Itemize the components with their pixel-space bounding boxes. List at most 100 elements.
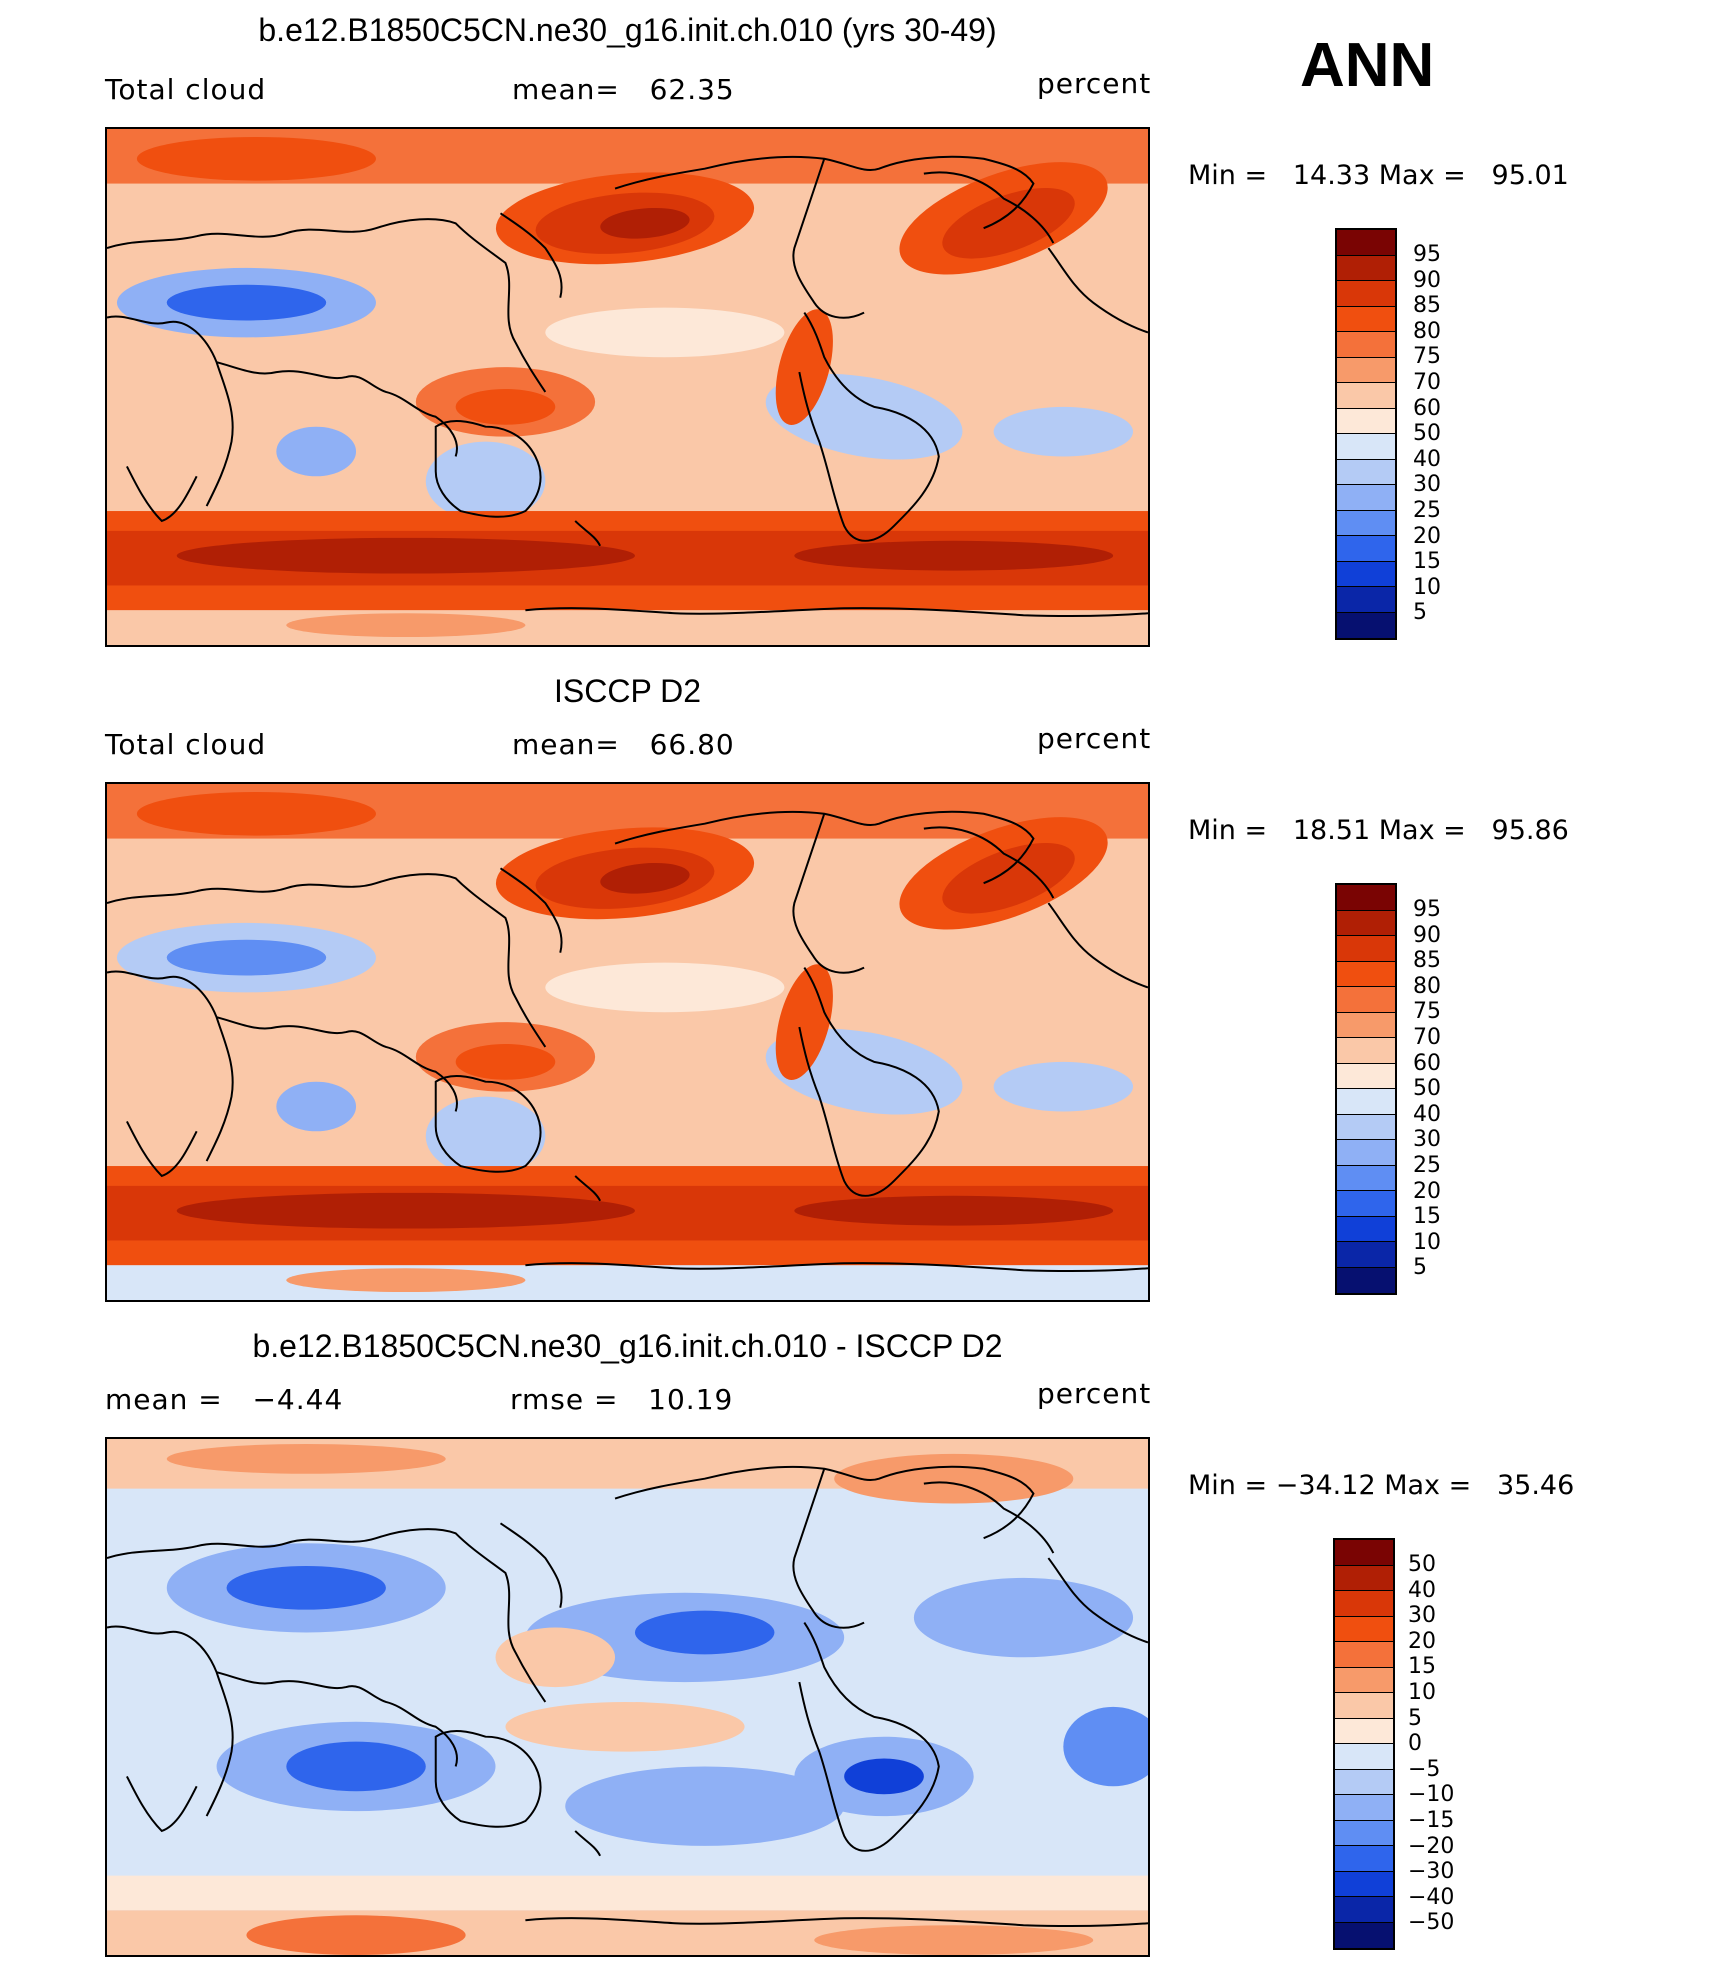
colorbar-tick-label: 10: [1413, 1229, 1441, 1255]
colorbar-box: [1337, 459, 1395, 485]
panel-title: b.e12.B1850C5CN.ne30_g16.init.ch.010 (yr…: [258, 12, 997, 48]
cloud-field-map: [105, 782, 1150, 1302]
colorbar-tick-label: −30: [1408, 1859, 1455, 1885]
colorbar-box: [1335, 1667, 1393, 1693]
colorbar-box: [1337, 230, 1395, 256]
center-label: mean= 62.35: [512, 73, 735, 106]
colorbar-box: [1337, 561, 1395, 587]
colorbar-box: [1335, 1897, 1393, 1923]
cloud-field-map: [105, 1437, 1150, 1957]
colorbar-tick-label: 90: [1413, 922, 1441, 948]
colorbar-tick-label: 50: [1408, 1552, 1436, 1577]
colorbar-tick-label: 25: [1413, 1153, 1441, 1178]
colorbar-tick-label: 20: [1408, 1628, 1436, 1654]
colorbar-box: [1337, 910, 1395, 936]
colorbar-box: [1335, 1795, 1393, 1821]
colorbar-tick-label: 30: [1413, 472, 1441, 498]
colorbar-box: [1337, 1242, 1395, 1268]
center-label: rmse = 10.19: [510, 1383, 734, 1416]
colorbar-tick-label: 20: [1413, 1178, 1441, 1204]
colorbar-tick-label: 85: [1413, 293, 1441, 319]
units-label: percent: [1037, 67, 1152, 100]
colorbar-tick-label: 5: [1413, 600, 1427, 626]
cloud-field-map: [105, 127, 1150, 647]
season-label: ANN: [1300, 31, 1435, 100]
colorbar-tick-label: 85: [1413, 948, 1441, 974]
colorbar-box: [1337, 1114, 1395, 1140]
colorbar-tick-label: −20: [1408, 1833, 1455, 1859]
colorbar-box: [1337, 357, 1395, 383]
colorbar-tick-label: 50: [1413, 1076, 1441, 1102]
colorbar-box: [1337, 255, 1395, 281]
center-label: mean= 66.80: [512, 728, 735, 761]
map-panel-1: b.e12.B1850C5CN.ne30_g16.init.ch.010 (yr…: [0, 0, 1710, 655]
left-label: Total cloud: [105, 73, 267, 106]
colorbar-tick-label: 20: [1413, 523, 1441, 549]
colorbar-box: [1337, 281, 1395, 307]
colorbar-box: [1337, 383, 1395, 409]
colorbar-tick-label: 75: [1413, 999, 1441, 1025]
colorbar-tick-label: 5: [1413, 1255, 1427, 1281]
min-max-label: Min = 14.33 Max = 95.01: [1188, 160, 1569, 191]
colorbar-box: [1337, 1140, 1395, 1166]
colorbar-box: [1337, 536, 1395, 562]
colorbar-box: [1337, 885, 1395, 911]
colorbar-box: [1337, 1063, 1395, 1089]
colorbar-tick-label: 30: [1408, 1603, 1436, 1629]
colorbar-tick-label: −15: [1408, 1808, 1455, 1833]
colorbar-box: [1335, 1744, 1393, 1770]
colorbar-tick-label: 0: [1408, 1731, 1422, 1757]
map-panel-3: b.e12.B1850C5CN.ne30_g16.init.ch.010 - I…: [0, 1310, 1710, 1965]
colorbar-tick-label: 80: [1413, 318, 1441, 344]
colorbar: [1333, 1538, 1395, 1950]
left-label: mean = −4.44: [105, 1383, 344, 1416]
colorbar-box: [1337, 1165, 1395, 1191]
colorbar-box: [1337, 1012, 1395, 1038]
colorbar-tick-label: 70: [1413, 1025, 1441, 1050]
colorbar-tick-label: 15: [1413, 549, 1441, 575]
colorbar-box: [1335, 1693, 1393, 1719]
colorbar-box: [1337, 1191, 1395, 1217]
colorbar-tick-label: −5: [1408, 1756, 1441, 1782]
colorbar-box: [1337, 587, 1395, 613]
colorbar-box: [1337, 1216, 1395, 1242]
colorbar-box: [1337, 510, 1395, 536]
colorbar-box: [1335, 1540, 1393, 1566]
colorbar-tick-label: 50: [1413, 421, 1441, 447]
colorbar-tick-label: 5: [1408, 1705, 1422, 1731]
colorbar-box: [1335, 1769, 1393, 1795]
min-max-label: Min = 18.51 Max = 95.86: [1188, 815, 1569, 846]
colorbar-box: [1335, 1922, 1393, 1948]
colorbar-tick-label: 75: [1413, 344, 1441, 370]
units-label: percent: [1037, 1377, 1152, 1410]
colorbar-box: [1335, 1565, 1393, 1591]
colorbar-box: [1337, 434, 1395, 460]
colorbar-tick-label: 30: [1413, 1127, 1441, 1153]
colorbar-tick-label: −10: [1408, 1782, 1455, 1808]
colorbar-box: [1335, 1642, 1393, 1668]
colorbar-tick-label: 10: [1413, 574, 1441, 600]
min-max-label: Min = −34.12 Max = 35.46: [1188, 1470, 1575, 1501]
colorbar-box: [1337, 332, 1395, 358]
colorbar-box: [1335, 1820, 1393, 1846]
colorbar-tick-label: 15: [1408, 1654, 1436, 1680]
colorbar-tick-label: 95: [1413, 897, 1441, 922]
map-panel-2: ISCCP D2 Total cloud mean= 66.80 percent Mi…: [0, 655, 1710, 1310]
colorbar-tick-label: −40: [1408, 1884, 1455, 1910]
colorbar-tick-label: 95: [1413, 242, 1441, 267]
colorbar-tick-label: 25: [1413, 498, 1441, 523]
colorbar-box: [1337, 408, 1395, 434]
colorbar-box: [1335, 1591, 1393, 1617]
colorbar-tick-label: 15: [1413, 1204, 1441, 1230]
colorbar-tick-label: 90: [1413, 267, 1441, 293]
colorbar-box: [1337, 1089, 1395, 1115]
units-label: percent: [1037, 722, 1152, 755]
colorbar-tick-label: 40: [1408, 1577, 1436, 1603]
colorbar-box: [1337, 961, 1395, 987]
colorbar-box: [1337, 1038, 1395, 1064]
colorbar-box: [1335, 1846, 1393, 1872]
left-label: Total cloud: [105, 728, 267, 761]
colorbar-box: [1337, 612, 1395, 638]
colorbar-box: [1335, 1871, 1393, 1897]
colorbar-box: [1335, 1616, 1393, 1642]
